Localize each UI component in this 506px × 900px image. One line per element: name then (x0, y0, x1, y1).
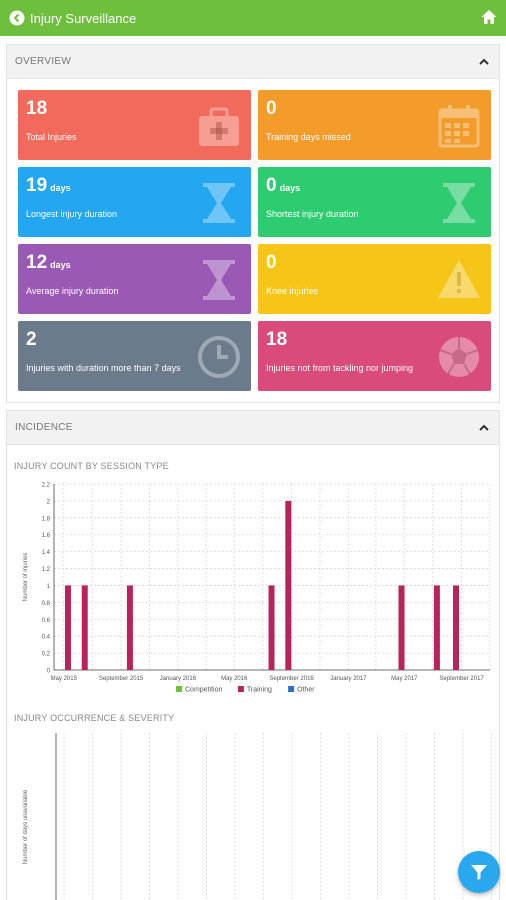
stat-label: Longest injury duration (26, 209, 118, 219)
stat-card: 19 days Longest injury duration (18, 167, 251, 237)
first-aid-kit-icon (199, 107, 239, 146)
x-tick-label: September 2017 (439, 676, 484, 682)
x-tick-label: May 2015 (51, 676, 78, 682)
app-title: Injury Surveillance (30, 10, 137, 26)
y-axis-label: Number of injuries (23, 553, 29, 602)
stat-label: Injuries with duration more than 7 days (26, 363, 181, 373)
stat-value: 0 (266, 98, 277, 120)
y-tick-label: 0.2 (42, 652, 51, 658)
y-tick-label: 1.6 (42, 533, 51, 539)
stat-label: Injuries not from tackling nor jumping (266, 363, 414, 373)
stat-label: Average injury duration (26, 286, 119, 296)
legend-label: Training (247, 687, 272, 694)
filter-button[interactable] (458, 851, 500, 893)
y-tick-label: 2.2 (42, 483, 51, 489)
filter-icon (471, 865, 487, 880)
stat-card: 18 Total Injuries (18, 90, 251, 160)
hourglass-icon (443, 183, 475, 223)
bar (398, 585, 405, 670)
home-button[interactable] (480, 8, 500, 28)
stat-number: 18 (26, 98, 48, 119)
stat-card: 0 Training days missed (258, 90, 491, 160)
legend-swatch (176, 686, 182, 692)
legend-swatch (237, 686, 244, 692)
stat-value: 19 days (26, 175, 71, 197)
x-tick-label: September 2016 (269, 676, 314, 682)
soccer-ball-icon (439, 337, 479, 377)
stat-card: 2 Injuries with duration more than 7 days (18, 321, 251, 391)
y-tick-label: 2 (47, 499, 51, 505)
legend-label: Other (297, 687, 315, 694)
back-button[interactable] (6, 7, 28, 29)
stat-number: 12 (26, 252, 48, 273)
stat-number: 0 (266, 98, 277, 119)
stat-value: 2 (26, 329, 37, 351)
x-tick-label: September 2015 (99, 676, 144, 682)
bar (81, 585, 88, 670)
bar (433, 585, 440, 670)
x-tick-label: January 2017 (330, 676, 367, 682)
y-tick-label: 1.8 (42, 516, 51, 522)
legend-label: Competition (185, 687, 222, 694)
y-axis-label: Number of days unavailable (23, 789, 29, 864)
y-tick-label: 0 (47, 669, 51, 675)
legend-swatch (288, 686, 295, 692)
bar (64, 585, 71, 670)
stat-number: 0 (266, 252, 277, 273)
incidence-section: INCIDENCE (6, 410, 500, 900)
y-tick-label: 0.4 (42, 635, 51, 641)
back-arrow-icon (9, 10, 25, 26)
stat-label: Training days missed (266, 132, 351, 142)
stat-label: Shortest injury duration (266, 209, 359, 219)
clock-icon (198, 336, 240, 378)
y-tick-label: 1.2 (42, 567, 51, 573)
stat-card: 18 Injuries not from tackling nor jumping (258, 321, 491, 391)
stat-card: 0 Knee injuries (258, 244, 491, 314)
hourglass-icon (203, 183, 235, 223)
y-tick-label: 0.8 (42, 601, 51, 607)
chevron-up-icon[interactable] (477, 55, 491, 69)
occurrence-severity-chart: Number of days unavailable (23, 733, 492, 900)
stat-label: Total Injuries (26, 132, 77, 142)
session-type-bar-chart: 0 0.2 0.4 0.6 0.8 1 1.2 1.4 1.6 1.8 2 2.2 Number of … (23, 483, 491, 694)
chart-title: INJURY OCCURRENCE & SEVERITY (14, 713, 175, 723)
chart-title: INJURY COUNT BY SESSION TYPE (14, 461, 169, 471)
bar (126, 585, 133, 670)
stat-unit: days (279, 183, 301, 193)
stat-label: Knee injuries (266, 286, 319, 296)
warning-icon (438, 260, 480, 298)
stat-card: 0 days Shortest injury duration (258, 167, 491, 237)
stat-number: 0 (266, 175, 277, 196)
home-icon (481, 10, 497, 24)
bar (285, 500, 292, 670)
x-tick-label: May 2017 (391, 676, 418, 682)
overview-section: OVERVIEW 18 Total Injuries 0 Training days … (6, 44, 500, 403)
x-tick-label: January 2016 (160, 676, 197, 682)
x-tick-label: May 2016 (221, 676, 248, 682)
incidence-header[interactable]: INCIDENCE (7, 411, 499, 445)
stat-value: 18 (26, 98, 47, 120)
y-tick-label: 1 (47, 584, 51, 590)
stat-unit: days (50, 260, 71, 270)
stat-value: 18 (266, 329, 287, 351)
overview-header[interactable]: OVERVIEW (7, 45, 499, 79)
stat-number: 18 (266, 329, 288, 350)
calendar-icon (438, 105, 480, 148)
app-bar: Injury Surveillance (0, 0, 506, 36)
stat-unit: days (50, 183, 71, 193)
hourglass-icon (203, 260, 235, 300)
stat-number: 2 (26, 329, 37, 350)
bar (268, 585, 275, 670)
section-title: OVERVIEW (15, 56, 72, 67)
stat-value: 0 (266, 252, 277, 274)
section-title: INCIDENCE (15, 422, 73, 433)
stat-value: 0 days (266, 175, 300, 197)
y-tick-label: 1.4 (42, 550, 51, 556)
stat-number: 19 (26, 175, 48, 196)
chevron-up-icon[interactable] (477, 421, 491, 435)
stat-card: 12 days Average injury duration (18, 244, 251, 314)
bar (452, 585, 459, 670)
y-tick-label: 0.6 (42, 618, 51, 624)
stat-value: 12 days (26, 252, 71, 274)
